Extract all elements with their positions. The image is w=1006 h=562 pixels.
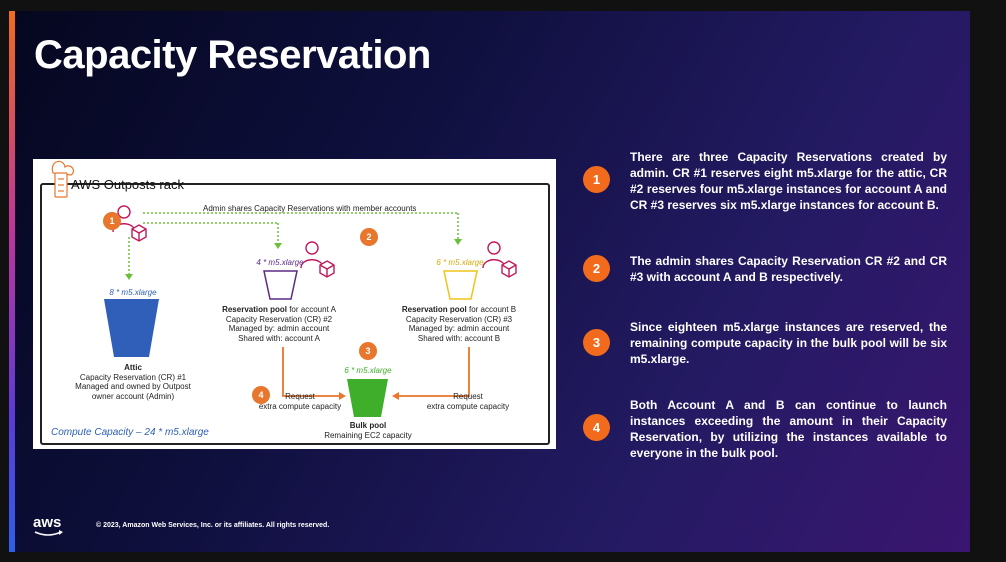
step-badge-1: 1 xyxy=(103,212,121,230)
diagram-graphics xyxy=(40,160,550,445)
point-text: There are three Capacity Reservations cr… xyxy=(630,150,947,212)
step-badge-4: 4 xyxy=(252,386,270,404)
point-text: Both Account A and B can continue to lau… xyxy=(630,398,947,460)
compute-capacity-caption: Compute Capacity – 24 * m5.xlarge xyxy=(51,427,209,438)
pool-a-line: Capacity Reservation (CR) #2 xyxy=(225,314,333,324)
accent-bar xyxy=(9,11,15,552)
aws-logo-text: aws xyxy=(33,514,62,531)
pool-b-line: Capacity Reservation (CR) #3 xyxy=(405,314,513,324)
request-arrowheads xyxy=(339,392,399,400)
slide-title: Capacity Reservation xyxy=(34,33,431,77)
pool-a-title-bold: Reservation pool xyxy=(222,305,287,314)
attic-line: owner account (Admin) xyxy=(91,391,175,401)
pool-a-line: Shared with: account A xyxy=(238,333,320,343)
rack-label: AWS Outposts rack xyxy=(71,177,184,192)
pool-b-title-rest: for account B xyxy=(466,305,517,314)
bulk-quantity: 6 * m5.xlarge xyxy=(344,366,392,375)
pool-b-bucket xyxy=(443,270,478,300)
request-right-labels: Request extra compute capacity xyxy=(413,392,523,411)
bulk-subtitle: Remaining EC2 capacity xyxy=(324,430,412,440)
attic-line: Capacity Reservation (CR) #1 xyxy=(79,372,187,382)
attic-title: Attic xyxy=(124,363,142,372)
step-badge-2: 2 xyxy=(360,228,378,246)
request-right-line: extra compute capacity xyxy=(426,401,510,411)
admin-user-icon xyxy=(112,205,147,242)
point-badge: 1 xyxy=(583,166,610,193)
pool-b-quantity: 6 * m5.xlarge xyxy=(436,258,484,267)
user-a-icon xyxy=(300,241,335,278)
bulk-labels: Bulk pool Remaining EC2 capacity xyxy=(308,421,428,440)
bulk-bucket xyxy=(347,379,388,417)
step-badge-3: 3 xyxy=(359,342,377,360)
point-text: Since eighteen m5.xlarge instances are r… xyxy=(630,320,947,366)
pool-a-labels: Reservation pool for account A Capacity … xyxy=(217,305,341,343)
pool-a-title-rest: for account A xyxy=(286,305,336,314)
user-b-icon xyxy=(482,241,517,278)
server-icon xyxy=(51,160,75,198)
pool-b-line: Shared with: account B xyxy=(417,333,501,343)
pool-a-line: Managed by: admin account xyxy=(228,324,330,333)
request-left-labels: Request extra compute capacity xyxy=(245,392,355,411)
share-arrowheads xyxy=(125,239,462,280)
attic-line: Managed and owned by Outpost xyxy=(75,382,191,391)
copyright: © 2023, Amazon Web Services, Inc. or its… xyxy=(96,522,330,529)
pool-b-line: Managed by: admin account xyxy=(408,324,510,333)
request-right-line: Request xyxy=(453,392,483,401)
request-left-line: Request xyxy=(285,392,315,401)
request-left-line: extra compute capacity xyxy=(258,401,342,411)
pool-b-title-bold: Reservation pool xyxy=(401,305,467,314)
pool-b-labels: Reservation pool for account B Capacity … xyxy=(397,305,521,343)
pool-a-quantity: 4 * m5.xlarge xyxy=(256,258,304,267)
pool-a-bucket xyxy=(263,270,298,300)
point-text: The admin shares Capacity Reservation CR… xyxy=(630,254,947,284)
attic-quantity: 8 * m5.xlarge xyxy=(109,288,157,297)
aws-logo: aws xyxy=(33,514,63,536)
rack-frame xyxy=(40,183,550,445)
share-label: Admin shares Capacity Reservations with … xyxy=(203,204,417,213)
bulk-title: Bulk pool xyxy=(349,421,387,430)
aws-smile-icon xyxy=(34,530,63,536)
point-badge: 3 xyxy=(583,329,610,356)
share-lines xyxy=(128,212,459,274)
point-badge: 2 xyxy=(583,255,610,282)
request-arrows xyxy=(282,347,470,397)
slide: Capacity Reservation xyxy=(9,11,970,552)
attic-bucket xyxy=(104,299,159,357)
attic-labels: Attic Capacity Reservation (CR) #1 Manag… xyxy=(71,363,195,401)
diagram: AWS Outposts rack Admin shares Capacity … xyxy=(33,159,556,449)
point-badge: 4 xyxy=(583,414,610,441)
